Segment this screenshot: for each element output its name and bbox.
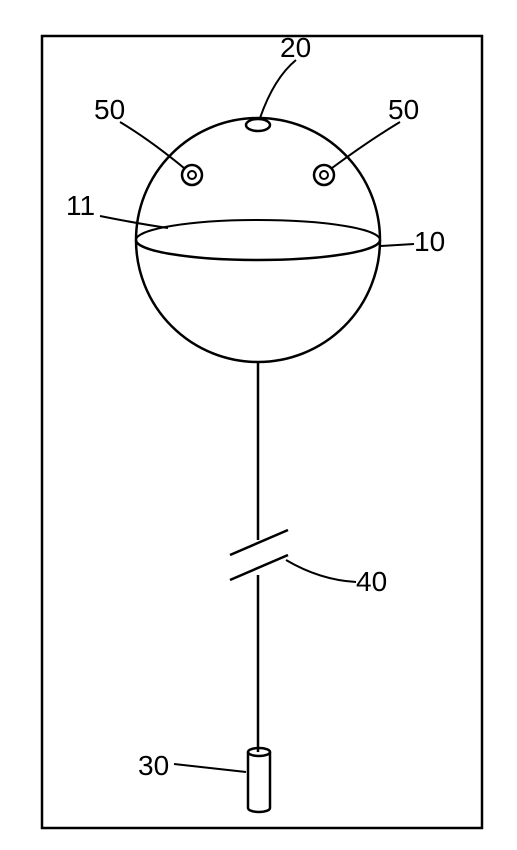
- top-port: [246, 119, 270, 131]
- sphere-outline: [136, 118, 380, 362]
- label-50-right: 50: [388, 94, 419, 126]
- figure-canvas: [0, 0, 517, 850]
- sphere-body: [136, 118, 380, 362]
- label-20: 20: [280, 32, 311, 64]
- tether: [230, 362, 288, 752]
- label-40: 40: [356, 566, 387, 598]
- sphere-equator-back: [136, 220, 380, 240]
- right-sensor: [314, 165, 334, 185]
- right-sensor-outer: [314, 165, 334, 185]
- left-sensor-inner: [188, 171, 196, 179]
- leader-40: [286, 560, 356, 582]
- left-sensor: [182, 165, 202, 185]
- label-11: 11: [66, 190, 95, 222]
- frame: [42, 36, 482, 828]
- top-port-ellipse: [246, 119, 270, 131]
- label-10: 10: [414, 226, 445, 258]
- weight-cylinder: [248, 748, 270, 812]
- label-50-left: 50: [94, 94, 125, 126]
- leader-20: [260, 60, 296, 118]
- leader-50-right: [332, 122, 400, 168]
- leader-50-left: [120, 122, 184, 168]
- leader-30: [174, 764, 246, 772]
- label-30: 30: [138, 750, 169, 782]
- right-sensor-inner: [320, 171, 328, 179]
- leader-10: [380, 244, 414, 246]
- left-sensor-outer: [182, 165, 202, 185]
- leader-11: [100, 216, 168, 228]
- sphere-equator-front: [136, 240, 380, 260]
- frame-rect: [42, 36, 482, 828]
- cylinder-bottom: [248, 808, 270, 812]
